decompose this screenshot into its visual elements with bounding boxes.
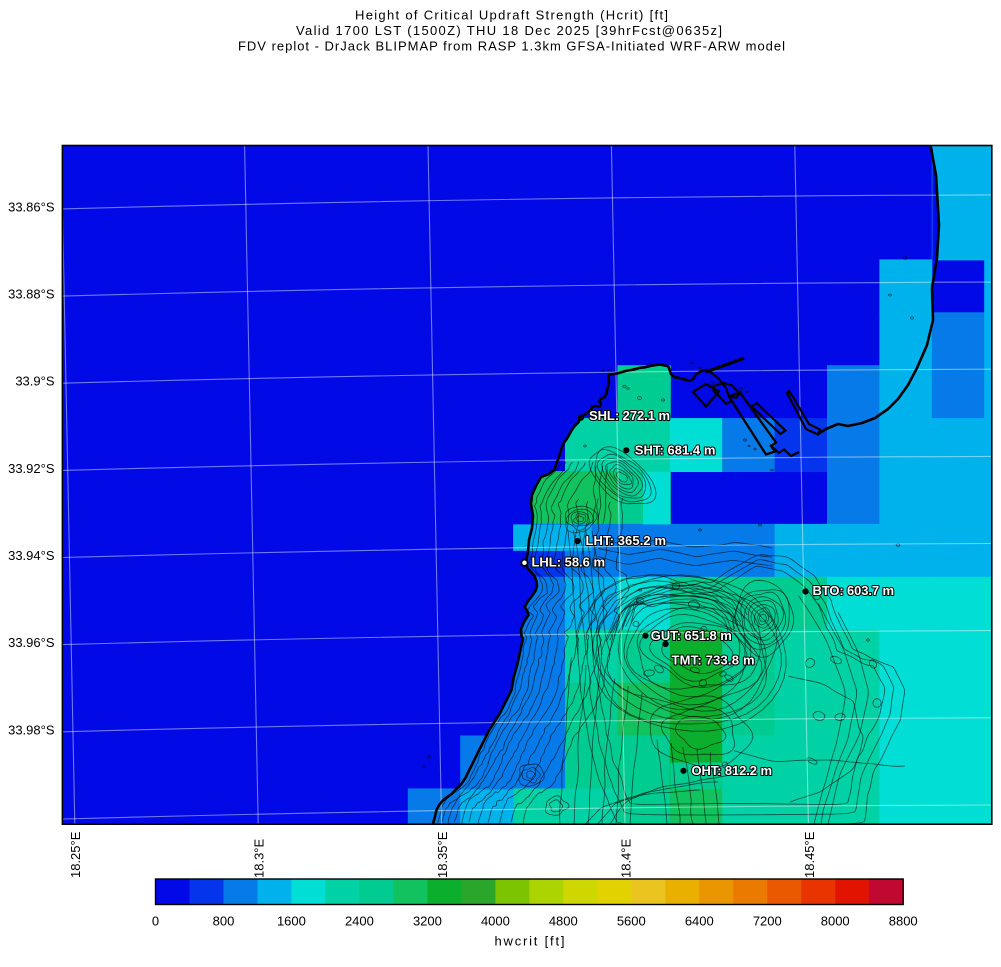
svg-text:18.35°E: 18.35°E: [435, 831, 450, 878]
svg-text:4800: 4800: [549, 914, 578, 929]
svg-text:33.9°S: 33.9°S: [15, 374, 55, 389]
svg-text:1600: 1600: [277, 914, 306, 929]
svg-text:LHT: 365.2 m: LHT: 365.2 m: [586, 533, 667, 548]
svg-text:FDV replot - DrJack BLIPMAP fr: FDV replot - DrJack BLIPMAP from RASP 1.…: [238, 39, 785, 54]
svg-text:33.86°S: 33.86°S: [8, 199, 55, 214]
svg-text:6400: 6400: [685, 914, 714, 929]
svg-text:33.96°S: 33.96°S: [8, 635, 55, 650]
svg-text:OHT: 812.2 m: OHT: 812.2 m: [692, 763, 773, 778]
svg-text:SHT: 681.4 m: SHT: 681.4 m: [635, 443, 716, 458]
svg-text:3200: 3200: [413, 914, 442, 929]
svg-text:0: 0: [152, 914, 159, 929]
svg-text:2400: 2400: [345, 914, 374, 929]
svg-text:SHL: 272.1 m: SHL: 272.1 m: [589, 408, 670, 423]
svg-text:LHL: 58.6 m: LHL: 58.6 m: [532, 555, 606, 570]
svg-text:33.94°S: 33.94°S: [8, 548, 55, 563]
svg-text:33.88°S: 33.88°S: [8, 287, 55, 302]
svg-text:GUT: 651.8 m: GUT: 651.8 m: [651, 628, 732, 643]
svg-text:4000: 4000: [481, 914, 510, 929]
svg-text:8000: 8000: [821, 914, 850, 929]
svg-text:33.92°S: 33.92°S: [8, 461, 55, 476]
svg-text:18.25°E: 18.25°E: [68, 831, 83, 878]
svg-text:8800: 8800: [889, 914, 918, 929]
svg-text:TMT: 733.8 m: TMT: 733.8 m: [672, 652, 755, 667]
svg-text:BTO: 603.7 m: BTO: 603.7 m: [813, 583, 895, 598]
svg-text:5600: 5600: [617, 914, 646, 929]
svg-text:800: 800: [213, 914, 235, 929]
svg-text:Valid 1700 LST (1500Z) THU 18: Valid 1700 LST (1500Z) THU 18 Dec 2025 […: [296, 23, 722, 38]
svg-text:hwcrit [ft]: hwcrit [ft]: [495, 934, 565, 949]
svg-text:18.4°E: 18.4°E: [618, 838, 633, 878]
svg-text:7200: 7200: [753, 914, 782, 929]
svg-text:Height of Critical Updraft Str: Height of Critical Updraft Strength (Hcr…: [355, 8, 668, 23]
svg-text:18.45°E: 18.45°E: [802, 831, 817, 878]
svg-text:33.98°S: 33.98°S: [8, 722, 55, 737]
svg-text:18.3°E: 18.3°E: [252, 838, 267, 878]
